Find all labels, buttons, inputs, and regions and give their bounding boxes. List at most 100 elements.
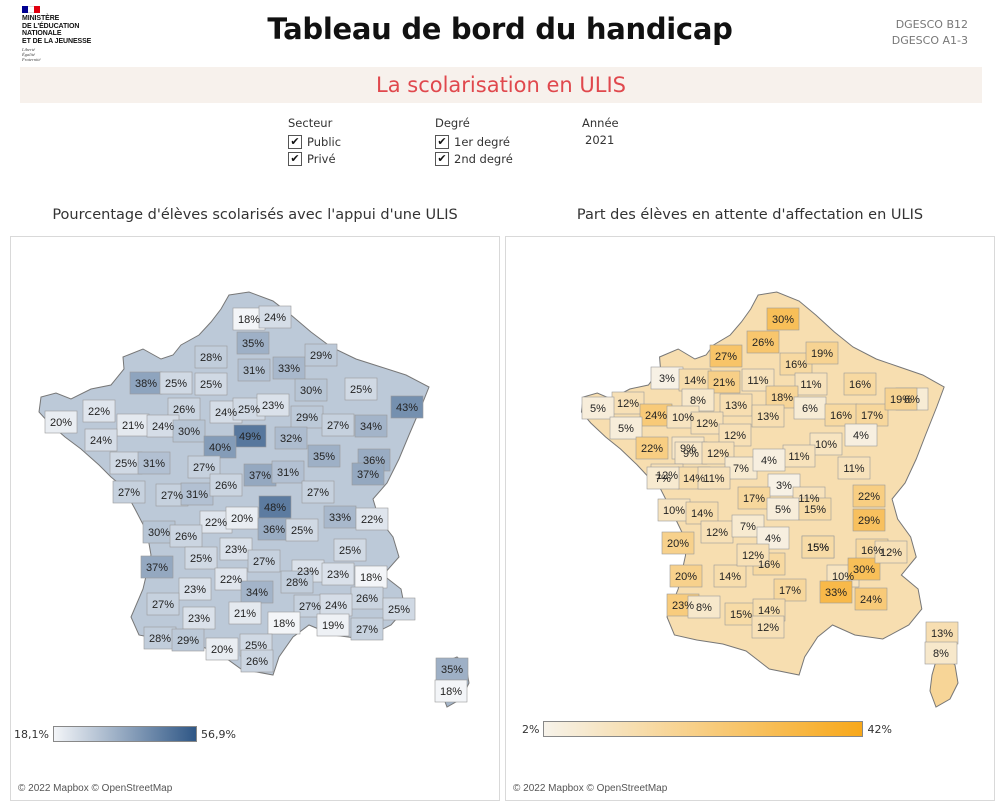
map-copyright[interactable]: © 2022 Mapbox © OpenStreetMap <box>513 783 668 794</box>
department-region[interactable] <box>709 344 743 368</box>
department-region[interactable] <box>355 507 389 531</box>
department-region[interactable] <box>82 399 116 423</box>
checkbox-1er-degre[interactable]: ✔ <box>435 134 449 149</box>
department-region[interactable] <box>140 555 174 579</box>
department-region[interactable] <box>285 518 319 542</box>
department-region[interactable] <box>112 480 146 504</box>
department-region[interactable] <box>214 567 248 591</box>
department-region[interactable] <box>280 570 314 594</box>
department-region[interactable] <box>294 378 328 402</box>
department-region[interactable] <box>669 564 703 588</box>
department-region[interactable] <box>766 307 800 331</box>
department-region[interactable] <box>767 473 801 497</box>
france-map-attente[interactable]: 30% 26% 27% 16% 19% 3% 14% 21% 11% 11% 16% 6% 12% 8% 1… <box>506 237 994 800</box>
department-region[interactable] <box>690 411 724 435</box>
checkbox-2nd-degre[interactable]: ✔ <box>435 151 449 166</box>
department-region[interactable] <box>316 613 350 637</box>
department-region[interactable] <box>84 428 118 452</box>
department-region[interactable] <box>350 617 384 641</box>
map-panel-attente[interactable]: 30% 26% 27% 16% 19% 3% 14% 21% 11% 11% 16% 6% 12% 8% 1… <box>505 236 995 801</box>
department-region[interactable] <box>713 564 747 588</box>
department-region[interactable] <box>137 451 171 475</box>
department-region[interactable] <box>333 538 367 562</box>
annee-value[interactable]: 2021 <box>585 133 615 147</box>
department-region[interactable] <box>240 649 274 673</box>
department-region[interactable] <box>718 423 752 447</box>
filter-option-1er-degre[interactable]: ✔ 1er degré <box>435 133 513 150</box>
department-region[interactable] <box>646 466 680 490</box>
department-region[interactable] <box>382 597 416 621</box>
department-region[interactable] <box>187 455 221 479</box>
department-region[interactable] <box>805 341 839 365</box>
department-region[interactable] <box>351 462 385 486</box>
department-region[interactable] <box>731 514 765 538</box>
department-region[interactable] <box>751 404 785 428</box>
department-region[interactable] <box>773 578 807 602</box>
checkbox-prive[interactable]: ✔ <box>288 151 302 166</box>
department-region[interactable] <box>852 508 886 532</box>
department-region[interactable] <box>304 343 338 367</box>
department-region[interactable] <box>635 436 669 460</box>
department-region[interactable] <box>581 396 615 420</box>
department-region[interactable] <box>809 432 843 456</box>
department-region[interactable] <box>274 426 308 450</box>
department-region[interactable] <box>205 637 239 661</box>
department-region[interactable] <box>256 393 290 417</box>
department-region[interactable] <box>852 484 886 508</box>
france-map-ulis[interactable]: 18% 24% 35% 28% 33% 29% 38% 25% 25% 31% 30% 25% 43% 2… <box>11 237 499 800</box>
department-region[interactable] <box>271 460 305 484</box>
department-region[interactable] <box>267 611 301 635</box>
department-region[interactable] <box>44 410 78 434</box>
department-region[interactable] <box>354 414 388 438</box>
filter-option-public[interactable]: ✔ Public <box>288 133 341 150</box>
department-region[interactable] <box>697 466 731 490</box>
department-region[interactable] <box>843 372 877 396</box>
department-region[interactable] <box>874 540 908 564</box>
map-panel-ulis[interactable]: 18% 24% 35% 28% 33% 29% 38% 25% 25% 31% 30% 25% 43% 2… <box>10 236 500 801</box>
department-region[interactable] <box>219 537 253 561</box>
department-region[interactable] <box>741 368 775 392</box>
department-region[interactable] <box>228 601 262 625</box>
filter-option-prive[interactable]: ✔ Privé <box>288 150 341 167</box>
department-region[interactable] <box>194 372 228 396</box>
department-region[interactable] <box>171 628 205 652</box>
checkbox-public[interactable]: ✔ <box>288 134 302 149</box>
department-region[interactable] <box>321 562 355 586</box>
department-region[interactable] <box>752 448 786 472</box>
department-region[interactable] <box>209 473 243 497</box>
department-region[interactable] <box>178 577 212 601</box>
department-region[interactable] <box>819 580 853 604</box>
department-region[interactable] <box>794 372 828 396</box>
department-region[interactable] <box>258 305 292 329</box>
department-region[interactable] <box>884 387 918 411</box>
department-region[interactable] <box>159 371 193 395</box>
department-region[interactable] <box>736 543 770 567</box>
department-region[interactable] <box>756 526 790 550</box>
department-region[interactable] <box>172 419 206 443</box>
department-region[interactable] <box>194 345 228 369</box>
department-region[interactable] <box>146 592 180 616</box>
department-region[interactable] <box>707 370 741 394</box>
department-region[interactable] <box>301 480 335 504</box>
department-region[interactable] <box>746 330 780 354</box>
department-region[interactable] <box>844 423 878 447</box>
department-region[interactable] <box>837 456 871 480</box>
department-region[interactable] <box>801 535 835 559</box>
department-region[interactable] <box>236 331 270 355</box>
map-copyright[interactable]: © 2022 Mapbox © OpenStreetMap <box>18 783 173 794</box>
department-region[interactable] <box>321 413 355 437</box>
department-region[interactable] <box>847 557 881 581</box>
department-region[interactable] <box>854 587 888 611</box>
department-region[interactable] <box>184 546 218 570</box>
department-region[interactable] <box>609 416 643 440</box>
department-region[interactable] <box>924 641 958 665</box>
department-region[interactable] <box>237 358 271 382</box>
department-region[interactable] <box>247 549 281 573</box>
department-region[interactable] <box>272 356 306 380</box>
department-region[interactable] <box>390 395 424 419</box>
department-region[interactable] <box>434 679 468 703</box>
department-region[interactable] <box>661 531 695 555</box>
filter-option-2nd-degre[interactable]: ✔ 2nd degré <box>435 150 513 167</box>
department-region[interactable] <box>751 615 785 639</box>
department-region[interactable] <box>798 497 832 521</box>
